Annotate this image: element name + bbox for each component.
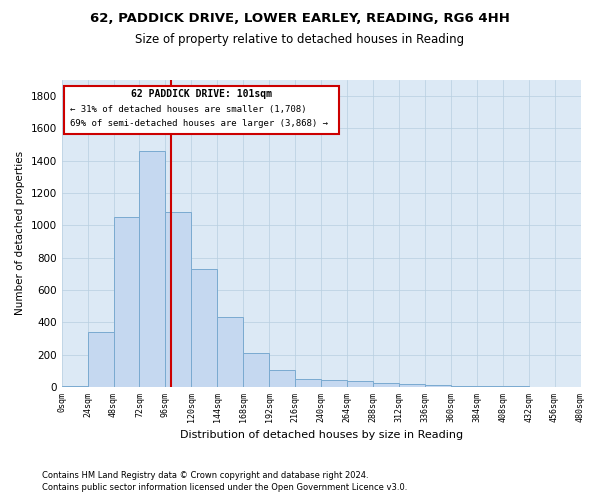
Text: Contains HM Land Registry data © Crown copyright and database right 2024.: Contains HM Land Registry data © Crown c… <box>42 471 368 480</box>
Bar <box>217 318 243 387</box>
Text: 62, PADDICK DRIVE, LOWER EARLEY, READING, RG6 4HH: 62, PADDICK DRIVE, LOWER EARLEY, READING… <box>90 12 510 26</box>
Bar <box>425 385 451 387</box>
Text: ← 31% of detached houses are smaller (1,708): ← 31% of detached houses are smaller (1,… <box>70 106 307 114</box>
Bar <box>373 383 399 387</box>
Bar <box>243 353 269 387</box>
Text: 62 PADDICK DRIVE: 101sqm: 62 PADDICK DRIVE: 101sqm <box>131 90 272 100</box>
Bar <box>191 269 217 387</box>
Bar <box>347 381 373 387</box>
Y-axis label: Number of detached properties: Number of detached properties <box>15 152 25 316</box>
Bar <box>139 151 166 387</box>
FancyBboxPatch shape <box>64 86 340 134</box>
Text: Contains public sector information licensed under the Open Government Licence v3: Contains public sector information licen… <box>42 484 407 492</box>
Bar <box>321 380 347 387</box>
Bar <box>88 332 113 387</box>
Bar <box>295 378 321 387</box>
Text: Size of property relative to detached houses in Reading: Size of property relative to detached ho… <box>136 32 464 46</box>
Bar <box>399 384 425 387</box>
Bar <box>451 386 477 387</box>
Text: 69% of semi-detached houses are larger (3,868) →: 69% of semi-detached houses are larger (… <box>70 119 328 128</box>
X-axis label: Distribution of detached houses by size in Reading: Distribution of detached houses by size … <box>179 430 463 440</box>
Bar <box>113 218 139 387</box>
Bar <box>166 212 191 387</box>
Bar <box>269 370 295 387</box>
Bar <box>62 386 88 387</box>
